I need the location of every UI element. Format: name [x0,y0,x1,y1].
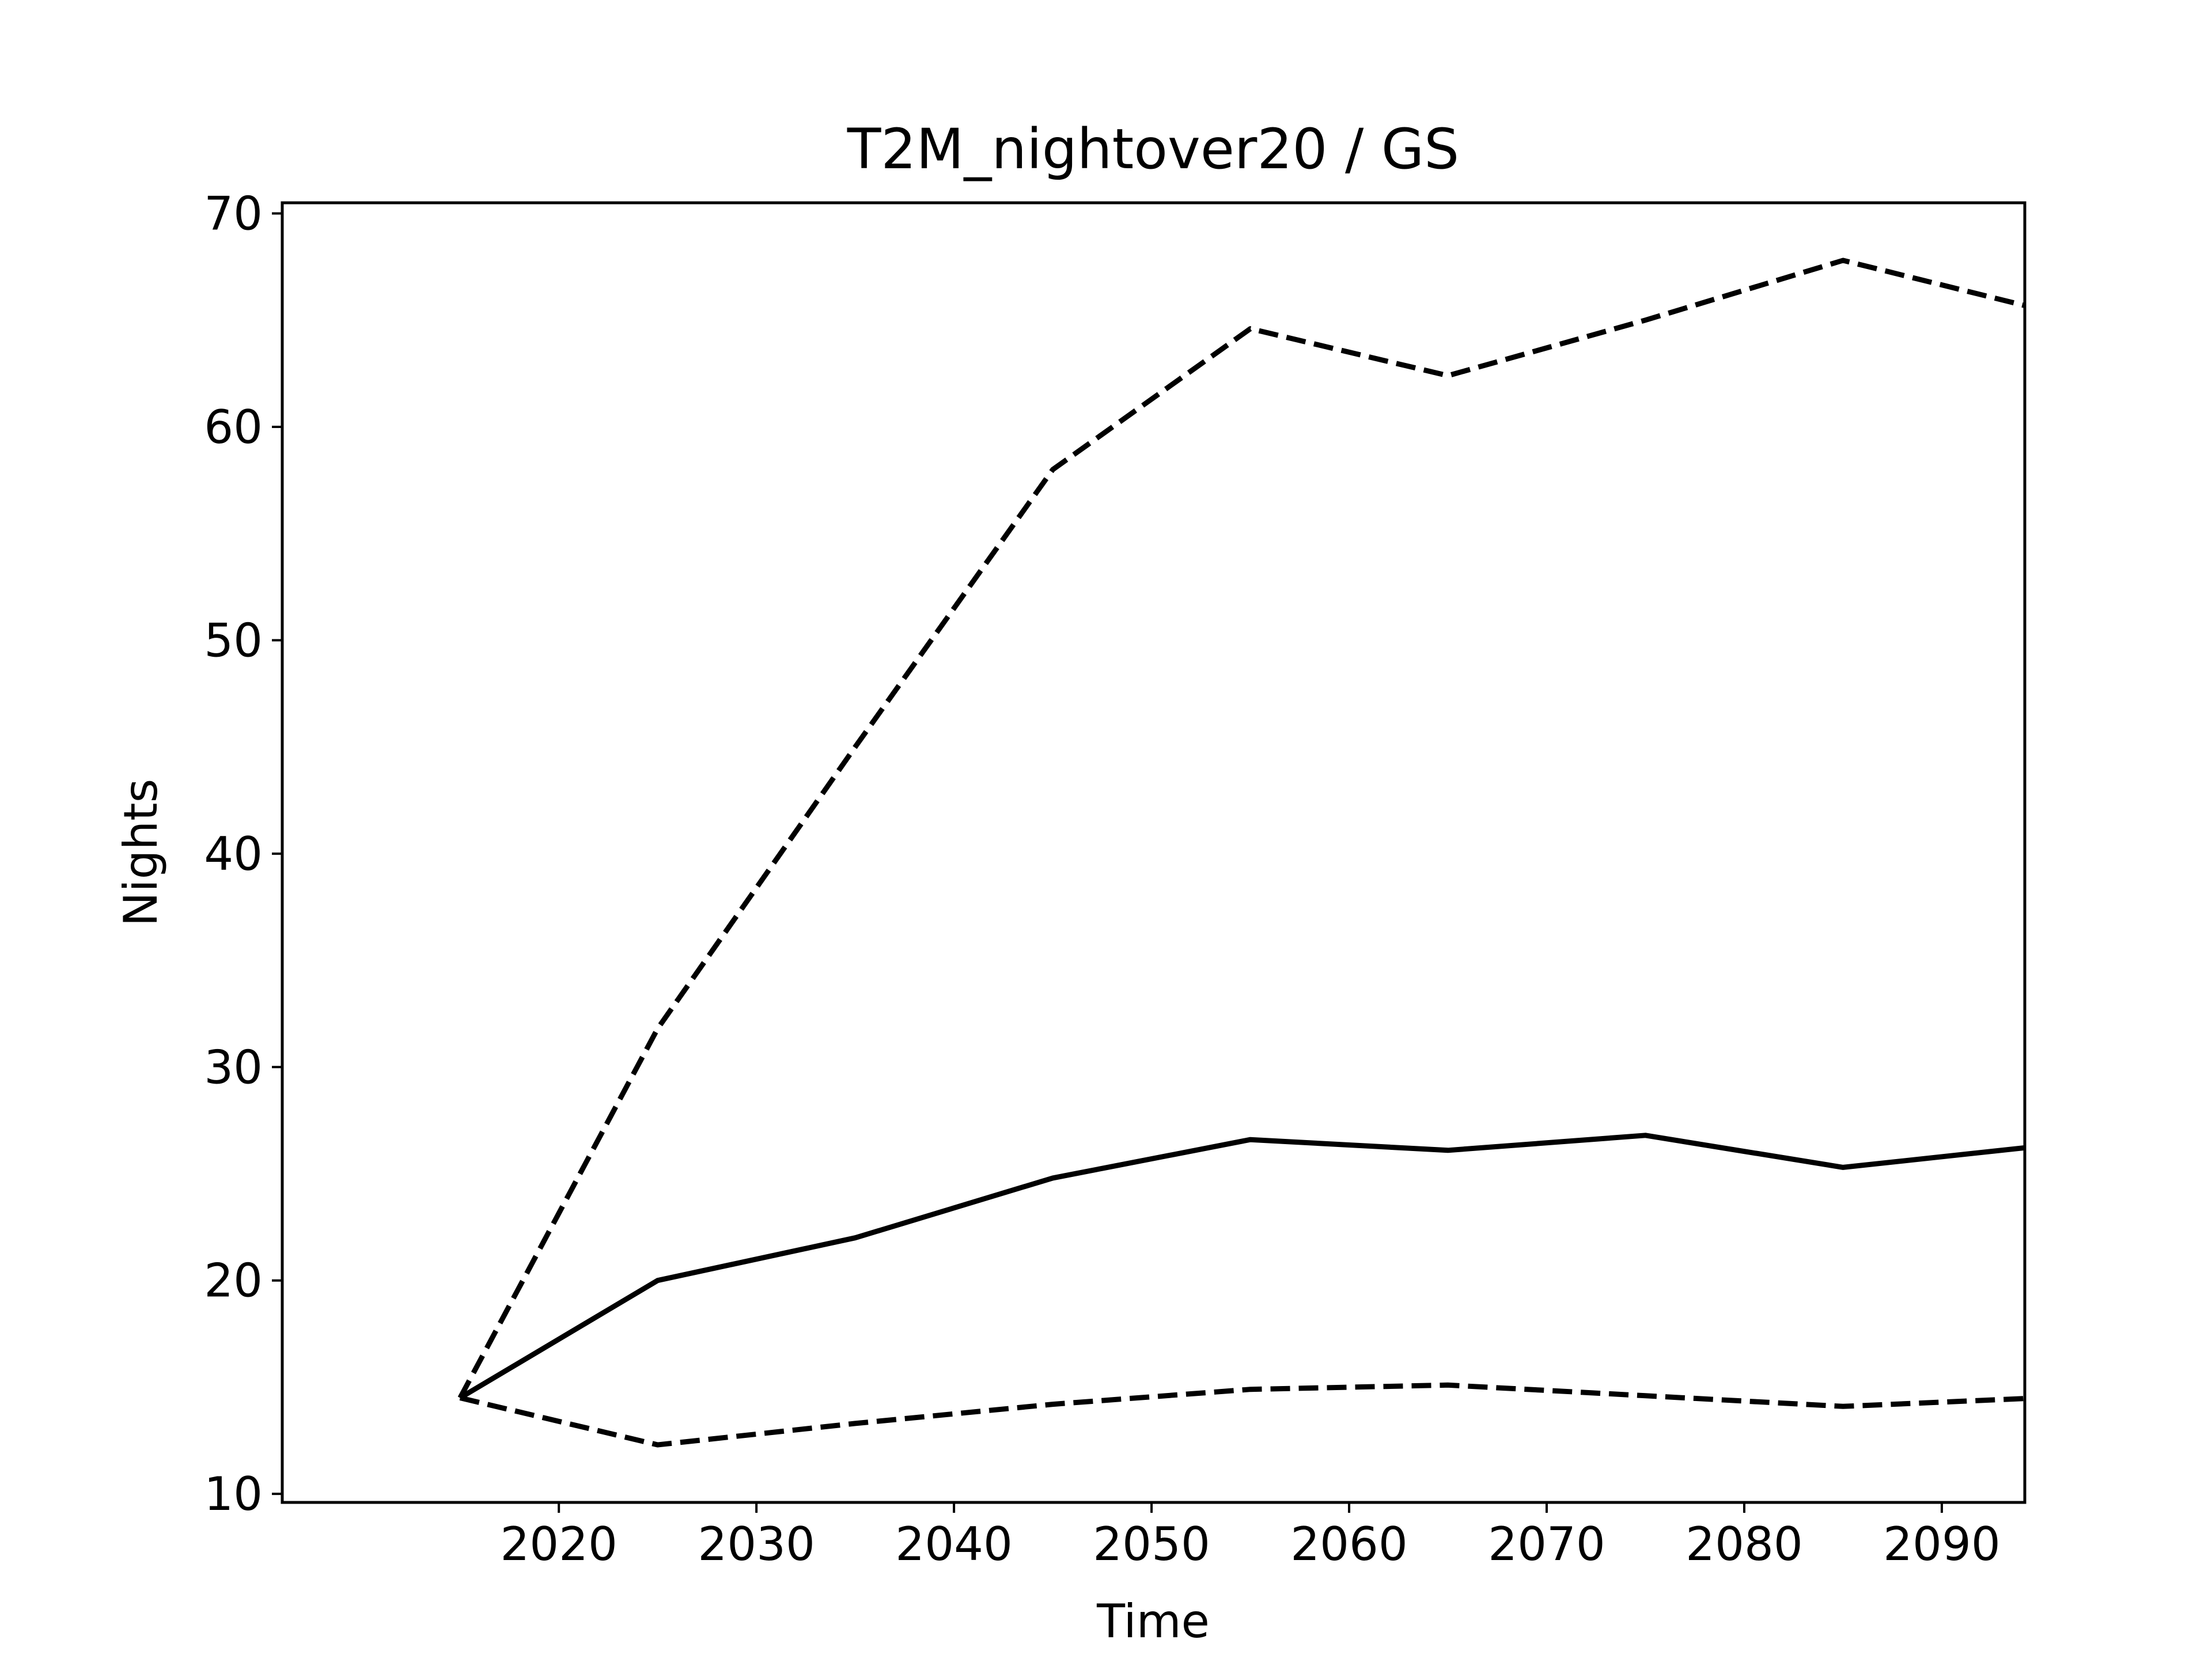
y-tick-label: 50 [204,614,263,667]
x-axis: 2020 2030 2040 2050 2060 2070 2080 2090 [500,1502,2001,1571]
x-tick-label: 2050 [1093,1517,1210,1571]
x-tick-label: 2060 [1290,1517,1408,1571]
series-line-3 [459,1382,2025,1448]
plot-frame [281,201,2027,1504]
series-line-1 [459,1133,2025,1400]
x-tick-label: 2040 [895,1517,1013,1571]
y-axis: 10 20 30 40 50 60 70 [204,187,282,1521]
y-tick-label: 60 [204,400,263,454]
chart-title: T2M_nightover20 / GS [847,117,1459,181]
x-axis-label: Time [1096,1595,1210,1648]
y-tick-label: 30 [204,1040,263,1094]
y-tick-label: 10 [204,1467,263,1521]
y-tick-label: 20 [204,1254,263,1308]
x-tick-label: 2090 [1883,1517,2001,1571]
y-tick-label: 70 [204,187,263,241]
series-line-2 [457,258,2025,1399]
y-axis-label: Nights [114,779,168,927]
x-tick-label: 2070 [1488,1517,1605,1571]
x-tick-label: 2020 [500,1517,618,1571]
y-tick-label: 40 [204,827,263,881]
plot-area [457,258,2025,1448]
x-tick-label: 2080 [1685,1517,1803,1571]
x-tick-label: 2030 [698,1517,815,1571]
